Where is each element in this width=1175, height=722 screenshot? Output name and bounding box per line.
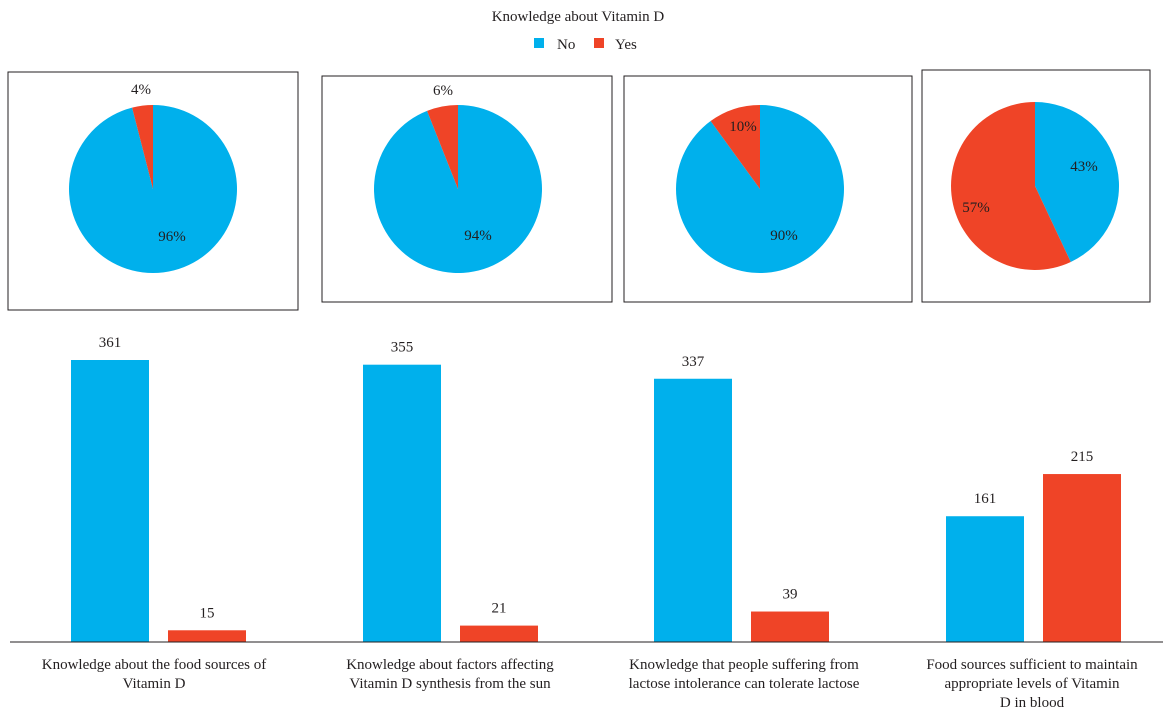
legend-label-yes: Yes <box>615 37 637 53</box>
pie-chart-4: 57% 43% <box>921 69 1151 303</box>
pie-charts: 4% 96% 6% 94% 10% 90% 57% 43% <box>7 69 1151 311</box>
category-label-3: Knowledge that people suffering from lact… <box>629 657 860 692</box>
bar-value-label: 361 <box>99 335 122 351</box>
pie-label-no: 90% <box>770 228 798 244</box>
bar-value-label: 15 <box>200 605 215 621</box>
pie-slice-yes <box>951 102 1071 270</box>
bar-chart: 361 355 337 161 15 21 39 215 <box>71 335 1121 642</box>
bar-yes-3 <box>751 611 829 642</box>
bar-value-label: 215 <box>1071 449 1094 465</box>
pie-label-yes: 4% <box>131 82 151 98</box>
legend-swatch-no <box>534 38 544 48</box>
category-label-1: Knowledge about the food sources of Vitam… <box>42 657 267 692</box>
bar-value-label: 161 <box>974 491 997 507</box>
bar-value-label: 355 <box>391 340 414 356</box>
pie-slice-yes <box>427 105 458 189</box>
bar-value-label: 39 <box>783 587 798 603</box>
bar-no-1 <box>71 360 149 642</box>
legend-swatch-yes <box>594 38 604 48</box>
pie-label-no: 94% <box>464 228 492 244</box>
pie-label-no: 96% <box>158 229 186 245</box>
category-label-4: Food sources sufficient to maintain appro… <box>926 657 1138 711</box>
pie-label-yes: 57% <box>962 200 990 216</box>
legend-label-no: No <box>557 37 575 53</box>
pie-label-yes: 6% <box>433 83 453 99</box>
pie-slice-yes <box>132 105 153 189</box>
pie-label-no: 43% <box>1070 159 1098 175</box>
bar-no-2 <box>363 364 441 642</box>
pie-chart-3: 10% 90% <box>623 75 913 303</box>
pie-chart-1: 4% 96% <box>7 71 299 311</box>
bar-yes-4 <box>1043 474 1121 642</box>
x-axis-labels: Knowledge about the food sources of Vitam… <box>42 657 1138 711</box>
pie-slice-no <box>374 105 543 273</box>
category-label-2: Knowledge about factors affecting Vitamin… <box>346 657 554 692</box>
bar-value-label: 21 <box>492 601 507 617</box>
bar-no-3 <box>654 378 732 642</box>
bar-yes-2 <box>460 625 538 642</box>
pie-slice-no <box>69 105 238 273</box>
bar-value-label: 337 <box>682 354 705 370</box>
pie-label-yes: 10% <box>729 119 757 135</box>
bar-no-4 <box>946 516 1024 642</box>
legend: No Yes <box>534 37 637 53</box>
chart-title: Knowledge about Vitamin D <box>492 9 665 25</box>
pie-slice-no <box>676 105 845 273</box>
pie-slice-no <box>1035 102 1120 263</box>
pie-slice-yes <box>710 105 760 189</box>
bar-yes-1 <box>168 630 246 642</box>
pie-chart-2: 6% 94% <box>321 75 613 303</box>
